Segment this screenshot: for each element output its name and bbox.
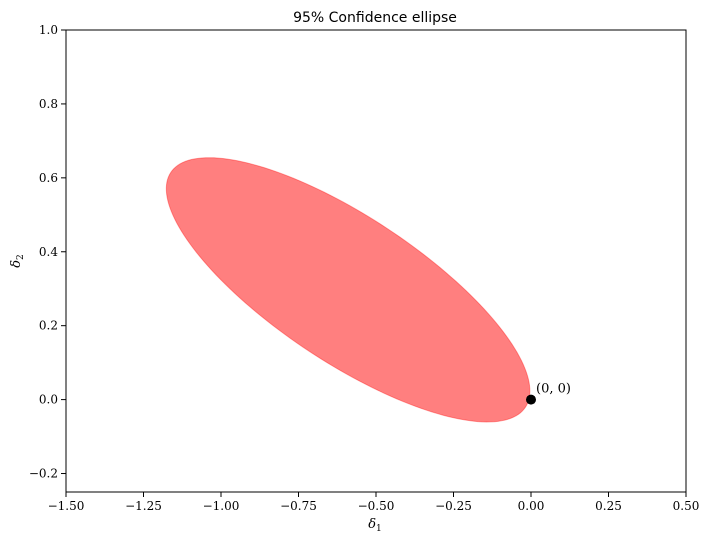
x-tick-label: −1.50 [48,499,85,513]
x-tick-label: −0.50 [358,499,395,513]
x-tick-label: −1.25 [125,499,162,513]
y-tick-label: −0.2 [29,467,58,481]
confidence-ellipse [165,157,531,423]
x-tick-label: 0.00 [518,499,545,513]
y-tick-label: 0.4 [39,245,58,259]
x-tick-label: −0.25 [435,499,472,513]
y-tick-label: 0.0 [39,393,58,407]
points-layer: (0, 0) [526,382,571,405]
chart-title: 95% Confidence ellipse [293,10,457,26]
x-axis-label-main: δ [368,517,376,532]
x-axis-label-subscript: 1 [376,524,382,534]
y-tick-label: 0.2 [39,319,58,333]
y-axis-label-subscript: 2 [16,254,26,260]
y-axis-label-main: δ [9,260,24,268]
ellipse-layer [165,157,531,423]
x-tick-label: −1.00 [203,499,240,513]
x-axis-ticks: −1.50 −1.25 −1.00 −0.75 −0.50 −0.25 0.00 0.25 0.… [48,492,700,513]
x-axis-label: δ1 [368,517,382,534]
x-tick-label: −0.75 [280,499,317,513]
x-tick-label: 0.25 [595,499,622,513]
y-tick-label: 0.8 [39,97,58,111]
data-point-origin [526,394,536,405]
data-point-label: (0, 0) [536,382,571,397]
y-axis-ticks: −0.2 0.0 0.2 0.4 0.6 0.8 1.0 [29,23,66,481]
y-tick-label: 1.0 [39,23,58,37]
x-tick-label: 0.50 [673,499,700,513]
y-tick-label: 0.6 [39,171,58,185]
y-axis-label: δ2 [9,254,26,268]
